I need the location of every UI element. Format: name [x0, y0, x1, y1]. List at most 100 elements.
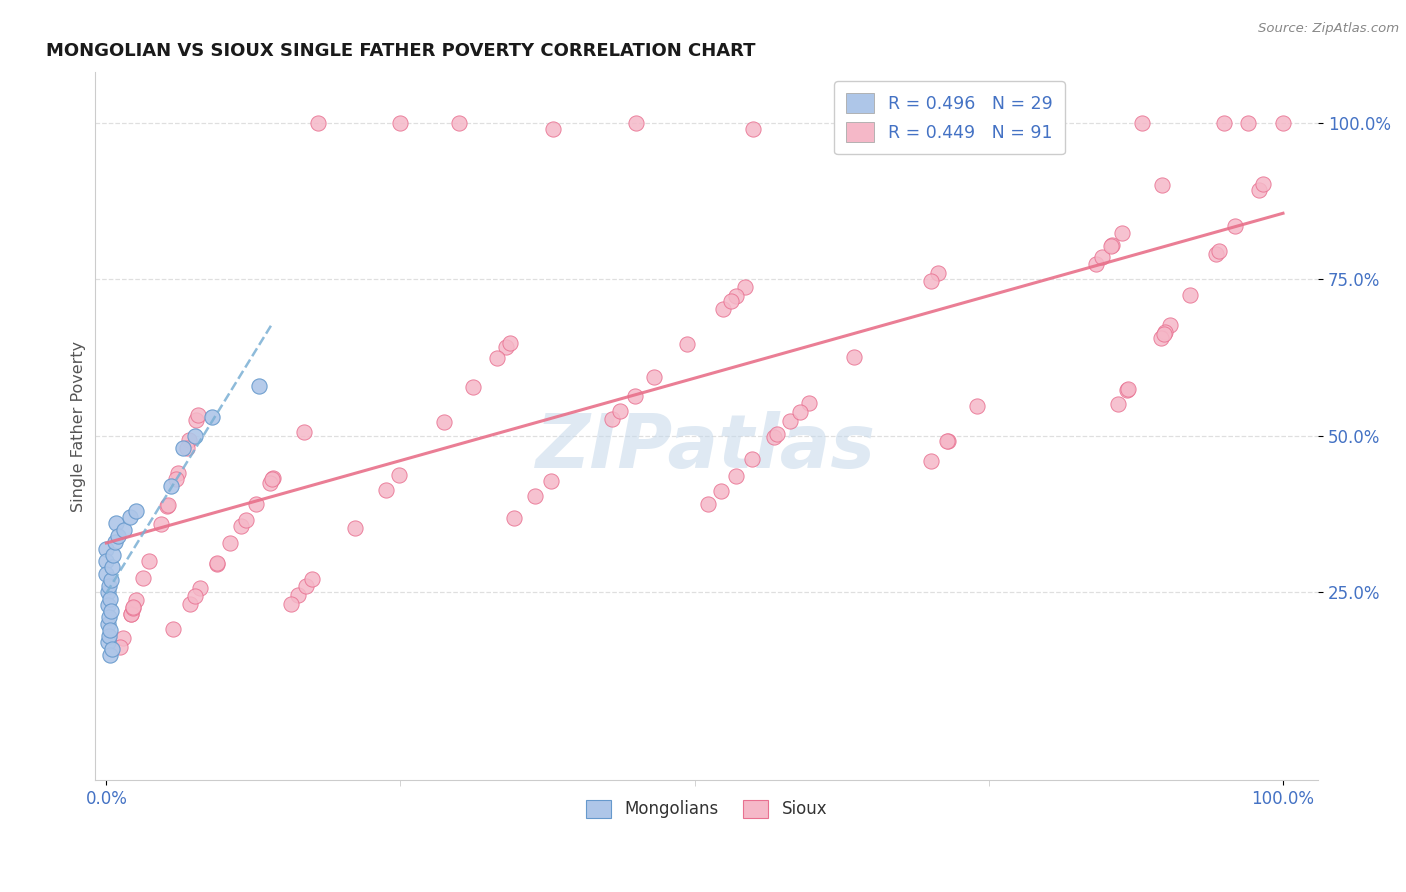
Point	[524, 489, 547, 503]
Point	[624, 115, 647, 129]
Point	[1159, 318, 1181, 332]
Point	[218, 536, 240, 550]
Point	[1247, 183, 1270, 197]
Point	[156, 499, 179, 513]
Point	[1085, 257, 1108, 271]
Point	[96, 541, 118, 556]
Point	[96, 598, 118, 612]
Point	[697, 497, 720, 511]
Point	[602, 412, 624, 426]
Text: Source: ZipAtlas.com: Source: ZipAtlas.com	[1258, 22, 1399, 36]
Point	[624, 389, 647, 403]
Point	[343, 521, 366, 535]
Point	[122, 600, 145, 615]
Point	[1208, 244, 1230, 258]
Point	[201, 409, 224, 424]
Legend: Mongolians, Sioux: Mongolians, Sioux	[579, 793, 834, 825]
Point	[1152, 178, 1174, 193]
Point	[107, 529, 129, 543]
Point	[1178, 287, 1201, 301]
Point	[120, 607, 142, 621]
Point	[100, 573, 122, 587]
Point	[101, 560, 124, 574]
Point	[1090, 251, 1112, 265]
Point	[1213, 115, 1236, 129]
Point	[725, 468, 748, 483]
Point	[1101, 238, 1123, 252]
Point	[245, 497, 267, 511]
Point	[734, 280, 756, 294]
Point	[247, 378, 270, 392]
Point	[231, 519, 253, 533]
Point	[179, 597, 201, 611]
Point	[138, 553, 160, 567]
Point	[499, 335, 522, 350]
Point	[280, 597, 302, 611]
Point	[97, 610, 120, 624]
Point	[118, 510, 141, 524]
Point	[262, 471, 284, 485]
Point	[461, 380, 484, 394]
Point	[150, 516, 173, 531]
Point	[96, 566, 118, 581]
Point	[920, 453, 942, 467]
Point	[98, 591, 121, 606]
Point	[485, 351, 508, 366]
Point	[1111, 226, 1133, 240]
Point	[97, 579, 120, 593]
Point	[389, 115, 412, 129]
Point	[98, 648, 121, 662]
Point	[124, 593, 146, 607]
Point	[132, 571, 155, 585]
Point	[936, 434, 959, 449]
Point	[183, 429, 205, 443]
Point	[162, 622, 184, 636]
Point	[495, 340, 517, 354]
Point	[720, 293, 742, 308]
Point	[190, 581, 212, 595]
Point	[449, 115, 471, 129]
Point	[1107, 397, 1129, 411]
Point	[96, 616, 118, 631]
Point	[789, 405, 811, 419]
Text: MONGOLIAN VS SIOUX SINGLE FATHER POVERTY CORRELATION CHART: MONGOLIAN VS SIOUX SINGLE FATHER POVERTY…	[45, 42, 755, 60]
Point	[96, 554, 118, 568]
Point	[307, 115, 329, 129]
Point	[287, 589, 309, 603]
Point	[205, 556, 228, 570]
Point	[235, 512, 257, 526]
Point	[742, 121, 765, 136]
Point	[1205, 247, 1227, 261]
Point	[186, 412, 208, 426]
Point	[502, 511, 524, 525]
Point	[936, 434, 959, 449]
Point	[1272, 115, 1295, 129]
Y-axis label: Single Father Poverty: Single Father Poverty	[72, 341, 86, 512]
Point	[96, 585, 118, 599]
Point	[643, 370, 665, 384]
Point	[609, 404, 631, 418]
Point	[112, 523, 135, 537]
Point	[966, 399, 988, 413]
Point	[920, 274, 942, 288]
Point	[1153, 326, 1175, 341]
Point	[766, 427, 789, 442]
Point	[977, 115, 1000, 129]
Point	[122, 600, 145, 615]
Point	[101, 641, 124, 656]
Point	[1116, 382, 1139, 396]
Point	[120, 607, 142, 621]
Point	[301, 573, 323, 587]
Point	[103, 548, 125, 562]
Point	[1130, 115, 1153, 129]
Point	[125, 504, 148, 518]
Point	[172, 442, 194, 456]
Point	[779, 414, 801, 428]
Point	[1150, 331, 1173, 345]
Point	[100, 604, 122, 618]
Point	[1251, 177, 1274, 191]
Point	[1236, 115, 1258, 129]
Point	[160, 479, 183, 493]
Point	[1154, 326, 1177, 340]
Point	[543, 121, 565, 136]
